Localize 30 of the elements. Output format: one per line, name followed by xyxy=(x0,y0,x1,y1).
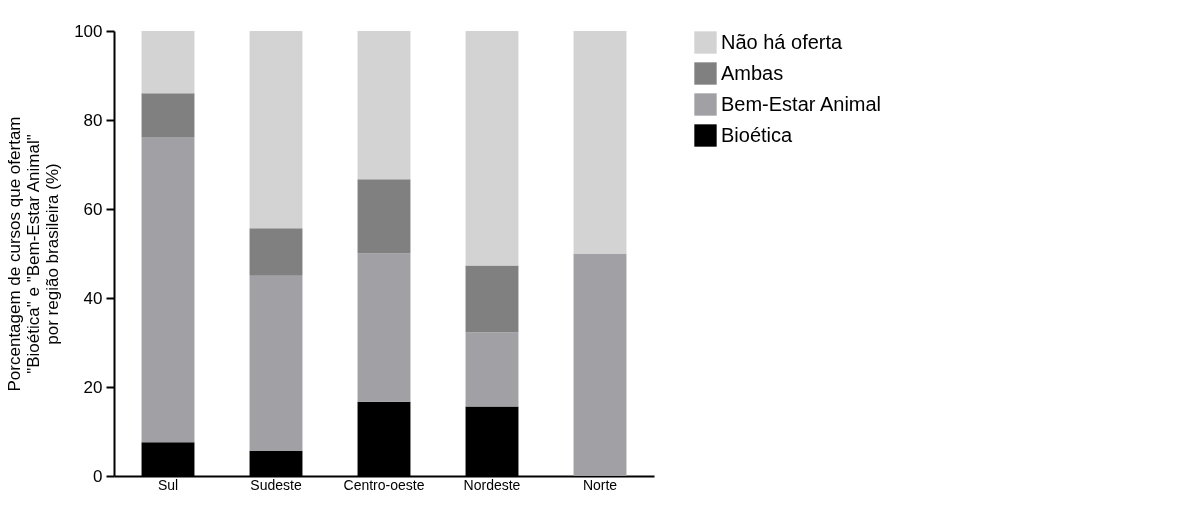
legend-label: Bioética xyxy=(721,123,794,146)
y-tick-label: 40 xyxy=(83,288,103,308)
bar xyxy=(357,253,411,402)
x-tick-label: Sudeste xyxy=(250,476,302,493)
bar xyxy=(141,93,195,137)
bar xyxy=(249,228,303,276)
bar xyxy=(357,31,411,180)
legend-label: Não há oferta xyxy=(721,30,844,53)
y-tick-label: 80 xyxy=(83,110,103,130)
legend-label: Ambas xyxy=(721,61,784,84)
bar xyxy=(141,31,195,94)
bar xyxy=(249,31,303,229)
bar xyxy=(465,332,519,407)
y-tick-label: 0 xyxy=(93,466,103,486)
y-axis-title: Porcentagem de cursos que ofertam "Bioética" e "Bem-Estar Animal" por região brasileira (%) xyxy=(5,116,63,392)
bar xyxy=(357,179,411,254)
y-tick-label: 20 xyxy=(83,377,103,397)
bar xyxy=(465,265,519,333)
x-tick-label: Norte xyxy=(582,476,618,493)
bar xyxy=(249,275,303,452)
legend-label: Bem-Estar Animal xyxy=(721,92,882,115)
bar xyxy=(141,136,195,443)
y-tick-label: 100 xyxy=(74,21,103,41)
x-tick-label: Nordeste xyxy=(463,476,521,493)
bar xyxy=(465,31,519,266)
x-tick-label: Centro-oeste xyxy=(343,476,425,493)
x-tick-label: Sul xyxy=(157,476,179,493)
bar xyxy=(573,31,627,254)
bar xyxy=(573,253,627,476)
y-tick-label: 60 xyxy=(83,199,103,219)
